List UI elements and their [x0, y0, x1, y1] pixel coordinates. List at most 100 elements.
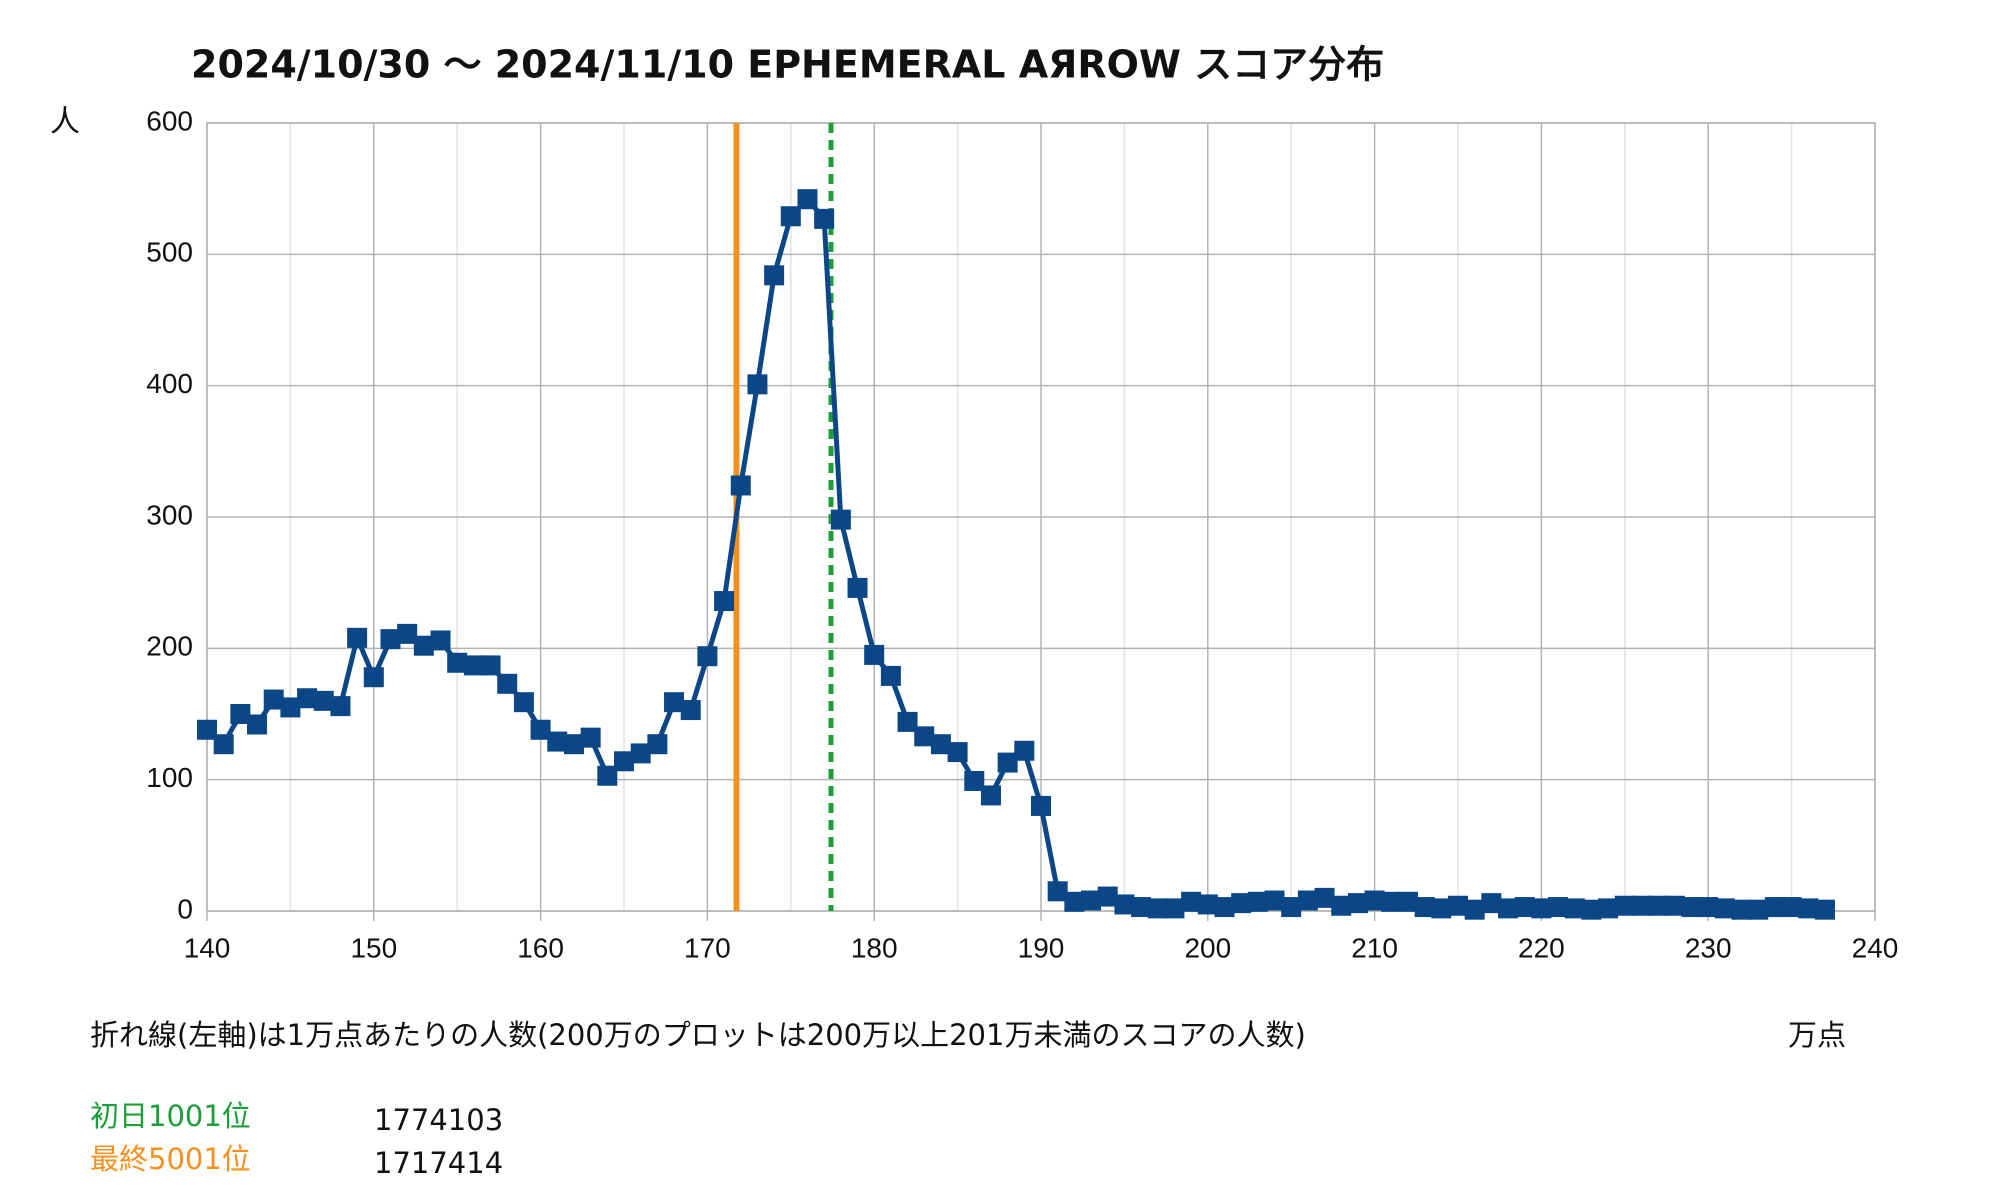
y-tick-label: 600 [146, 105, 193, 136]
point-marker [614, 751, 634, 772]
point-marker [363, 667, 384, 688]
point-marker [197, 719, 217, 740]
point-marker [1814, 899, 1835, 920]
point-marker [330, 696, 351, 717]
point-marker [1147, 898, 1168, 919]
point-marker [1014, 740, 1035, 761]
y-tick-label: 200 [146, 631, 193, 662]
point-marker [1297, 890, 1318, 911]
x-axis-label: 万点 [1788, 1018, 1846, 1052]
point-marker [1197, 894, 1218, 915]
point-marker [1097, 886, 1118, 907]
point-marker [847, 577, 868, 598]
point-marker [897, 711, 918, 732]
point-marker [780, 206, 801, 227]
point-marker [1564, 898, 1585, 919]
point-marker [864, 644, 885, 665]
point-marker [1264, 890, 1285, 911]
point-marker [814, 208, 835, 229]
point-marker [680, 700, 701, 721]
point-marker [1397, 891, 1418, 912]
point-marker [1548, 897, 1569, 918]
point-marker [1047, 881, 1068, 902]
point-marker [880, 665, 901, 686]
point-marker [947, 742, 968, 763]
point-marker [1681, 897, 1702, 918]
point-marker [347, 627, 368, 648]
point-marker [580, 727, 601, 748]
point-marker [797, 189, 818, 210]
point-marker [563, 734, 584, 755]
point-marker [1781, 897, 1802, 918]
point-marker [997, 752, 1018, 773]
point-marker [1464, 899, 1485, 920]
point-marker [914, 726, 935, 747]
point-marker [313, 690, 334, 711]
series-line [205, 196, 1826, 913]
point-marker [730, 475, 751, 496]
point-marker [1331, 895, 1352, 916]
x-tick-label: 230 [1685, 932, 1732, 963]
point-marker [1631, 895, 1652, 916]
point-marker [930, 734, 951, 755]
point-marker [1131, 897, 1152, 918]
point-marker [1748, 899, 1769, 920]
point-marker [1531, 898, 1552, 919]
point-marker [1064, 891, 1085, 912]
point-marker [280, 697, 301, 718]
reference-label: 最終5001位 [90, 1142, 251, 1176]
y-tick-label: 100 [146, 762, 193, 793]
point-marker [714, 591, 735, 612]
x-tick-label: 200 [1184, 932, 1231, 963]
point-marker [664, 692, 685, 713]
point-marker [1798, 898, 1819, 919]
note: 折れ線(左軸)は1万点あたりの人数(200万のプロットは200万以上201万未満… [90, 1018, 1306, 1052]
point-marker [397, 623, 418, 644]
point-marker [1714, 898, 1735, 919]
point-marker [430, 630, 451, 651]
point-marker [497, 673, 518, 694]
point-marker [1698, 897, 1719, 918]
point-marker [830, 509, 851, 530]
point-marker [1231, 893, 1252, 914]
x-tick-label: 190 [1018, 932, 1065, 963]
point-marker [1314, 887, 1335, 908]
point-marker [647, 734, 668, 755]
point-marker [1581, 899, 1602, 920]
point-marker [1214, 897, 1235, 918]
point-marker [547, 731, 568, 752]
point-marker [764, 265, 785, 286]
point-marker [413, 635, 434, 656]
point-marker [480, 655, 501, 676]
point-marker [1498, 898, 1519, 919]
y-axis-label: 人 [50, 105, 80, 140]
point-marker [447, 652, 468, 673]
x-tick-label: 160 [517, 932, 564, 963]
point-marker [1164, 898, 1185, 919]
point-marker [513, 692, 534, 713]
point-marker [1664, 895, 1685, 916]
x-tick-label: 220 [1518, 932, 1565, 963]
reference-value: 1774103 [374, 1103, 503, 1137]
point-marker [1481, 893, 1502, 914]
point-marker [747, 374, 768, 395]
point-marker [980, 785, 1001, 806]
x-tick-label: 240 [1852, 932, 1899, 963]
chart-title: 2024/10/30 〜 2024/11/10 EPHEMERAL AЯROW … [191, 43, 1384, 87]
point-marker [1731, 899, 1752, 920]
point-marker [597, 765, 618, 786]
point-marker [1347, 893, 1368, 914]
x-tick-label: 150 [350, 932, 397, 963]
x-tick-label: 210 [1351, 932, 1398, 963]
point-marker [1764, 897, 1785, 918]
point-marker [247, 714, 268, 735]
y-tick-label: 500 [146, 237, 193, 268]
point-marker [1081, 890, 1102, 911]
plot-frame [206, 122, 1876, 912]
point-marker [1031, 795, 1051, 816]
point-marker [1247, 891, 1268, 912]
y-tick-label: 0 [177, 893, 193, 924]
point-marker [230, 704, 251, 724]
x-tick-label: 140 [184, 932, 231, 963]
